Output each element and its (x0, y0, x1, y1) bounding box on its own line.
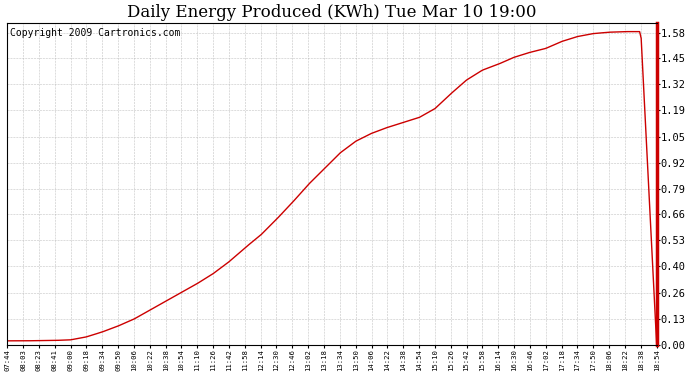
Text: Copyright 2009 Cartronics.com: Copyright 2009 Cartronics.com (10, 27, 181, 38)
Title: Daily Energy Produced (KWh) Tue Mar 10 19:00: Daily Energy Produced (KWh) Tue Mar 10 1… (127, 4, 537, 21)
